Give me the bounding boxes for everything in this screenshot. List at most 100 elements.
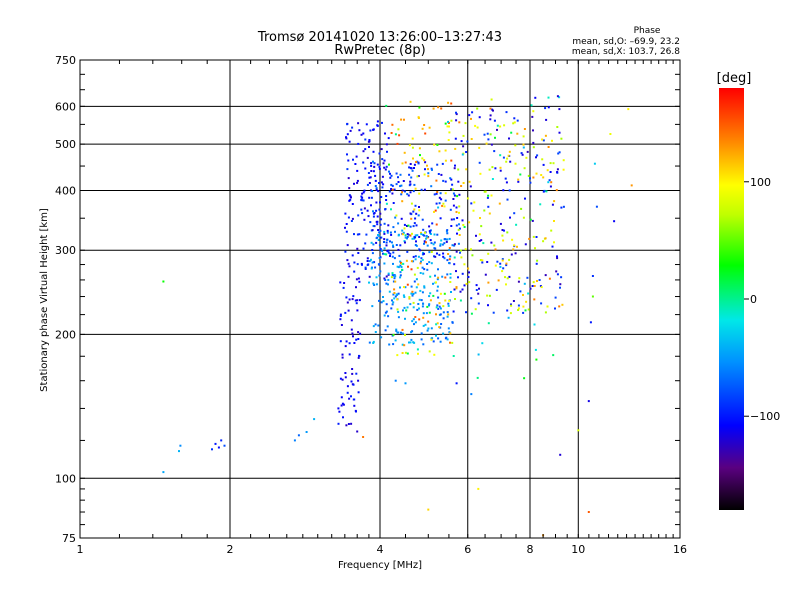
- data-point: [400, 184, 403, 187]
- data-point: [424, 323, 427, 326]
- data-point: [384, 208, 387, 210]
- data-point: [411, 137, 414, 140]
- y-tick-label: 200: [55, 328, 76, 341]
- data-point: [550, 181, 553, 184]
- data-point: [393, 297, 396, 300]
- data-point: [446, 259, 449, 262]
- data-point: [451, 188, 454, 191]
- data-point: [444, 149, 447, 152]
- data-point: [297, 434, 300, 437]
- data-point: [476, 107, 479, 110]
- data-point: [423, 188, 426, 191]
- data-point: [345, 340, 348, 343]
- data-point: [357, 252, 360, 254]
- data-point: [462, 145, 465, 148]
- data-point: [463, 226, 466, 228]
- data-point: [409, 341, 412, 344]
- data-point: [414, 204, 417, 207]
- data-point: [450, 291, 452, 293]
- data-point: [412, 341, 415, 344]
- data-point: [534, 96, 537, 99]
- x-tick-label: 4: [377, 543, 384, 556]
- data-point: [534, 348, 537, 351]
- data-point: [442, 311, 445, 314]
- data-point: [513, 121, 516, 124]
- data-point: [409, 183, 412, 186]
- data-point: [490, 143, 493, 146]
- data-point: [418, 298, 421, 301]
- data-point: [348, 140, 351, 143]
- data-point: [378, 167, 381, 170]
- data-point: [535, 262, 538, 265]
- data-point: [416, 308, 419, 311]
- data-point: [499, 262, 502, 265]
- data-point: [357, 338, 360, 340]
- data-point: [521, 153, 524, 156]
- data-point: [448, 262, 451, 264]
- data-point: [427, 175, 430, 178]
- data-point: [425, 237, 427, 240]
- data-point: [445, 230, 448, 233]
- data-point: [399, 276, 402, 279]
- x-tick-label: 1: [77, 543, 84, 556]
- data-point: [489, 107, 492, 110]
- data-point: [457, 242, 460, 245]
- data-point: [446, 315, 449, 318]
- data-point: [507, 154, 510, 157]
- data-point: [545, 118, 548, 121]
- data-point: [362, 436, 365, 438]
- data-point: [453, 218, 455, 221]
- data-point: [352, 383, 355, 386]
- data-point: [458, 234, 461, 236]
- data-point: [418, 318, 421, 321]
- data-point: [402, 309, 404, 312]
- data-point: [543, 189, 546, 192]
- data-point: [422, 316, 425, 319]
- data-point: [380, 181, 383, 184]
- data-point: [405, 309, 408, 312]
- data-point: [406, 193, 409, 196]
- data-point: [542, 176, 545, 179]
- data-point: [455, 206, 458, 209]
- data-point: [502, 189, 505, 192]
- data-point: [344, 372, 347, 374]
- data-point: [544, 134, 547, 137]
- data-point: [442, 255, 445, 258]
- data-point: [501, 258, 504, 261]
- data-point: [532, 110, 535, 113]
- data-point: [435, 306, 438, 309]
- data-point: [392, 262, 394, 265]
- colorbar-ticks: 100 0 −100: [744, 176, 780, 423]
- data-point: [353, 270, 356, 273]
- data-point: [448, 125, 450, 128]
- data-point: [409, 225, 412, 228]
- data-point: [399, 286, 401, 289]
- grid-lines: [80, 60, 680, 538]
- data-point: [548, 277, 551, 280]
- data-point: [523, 167, 526, 170]
- data-point: [433, 143, 436, 146]
- data-point: [455, 119, 458, 122]
- data-point: [459, 249, 462, 252]
- data-point: [429, 233, 432, 235]
- data-point: [510, 304, 513, 307]
- data-point: [416, 175, 419, 178]
- data-point: [432, 282, 434, 285]
- data-point: [397, 310, 400, 313]
- data-point: [401, 233, 404, 236]
- data-point: [385, 253, 388, 256]
- data-point: [553, 220, 555, 222]
- data-point: [556, 168, 559, 171]
- data-point: [448, 247, 451, 249]
- data-points: [162, 95, 633, 537]
- data-point: [422, 324, 425, 327]
- data-point: [346, 385, 349, 388]
- data-point: [384, 311, 387, 314]
- data-point: [434, 247, 437, 250]
- data-point: [406, 225, 408, 227]
- data-point: [391, 299, 393, 302]
- data-point: [413, 280, 416, 283]
- data-point: [548, 179, 551, 182]
- data-point: [372, 225, 375, 227]
- data-point: [385, 282, 388, 285]
